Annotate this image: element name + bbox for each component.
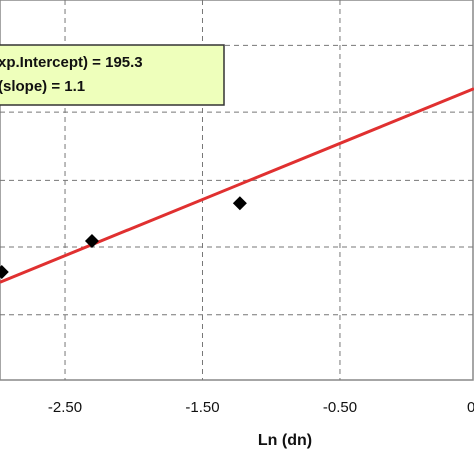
data-point [0, 265, 9, 280]
annotation-box [0, 44, 225, 106]
x-tick-label: -0.50 [323, 399, 357, 416]
data-point [84, 233, 99, 248]
x-tick-label: -2.50 [48, 399, 82, 416]
x-tick-label: -1.50 [185, 399, 219, 416]
annotation-text: xp.Intercept) = 195.3 [0, 54, 143, 71]
x-axis-label: Ln (dn) [258, 432, 312, 449]
fit-line [0, 87, 474, 284]
annotation-text: (slope) = 1.1 [0, 78, 85, 95]
x-tick-label: 0.5 [467, 399, 474, 416]
data-point [232, 196, 247, 211]
